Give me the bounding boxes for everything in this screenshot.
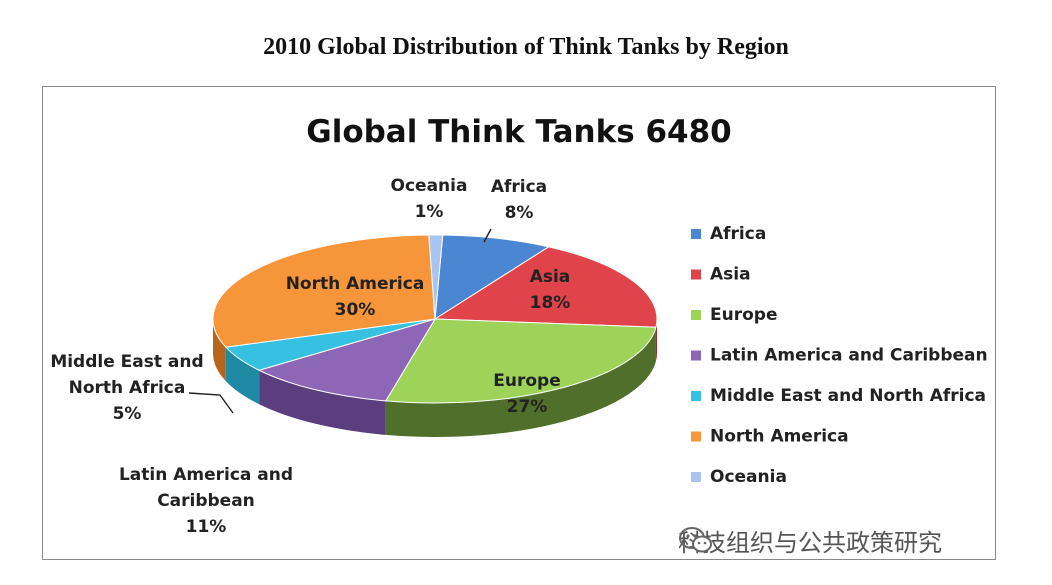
- pie-side-middle-east-and-north-africa: [225, 347, 260, 405]
- leader-line: [483, 228, 492, 243]
- legend-swatch: [691, 350, 701, 361]
- legend-label: Asia: [710, 265, 751, 285]
- legend-swatch: [691, 310, 701, 320]
- slice-label-oceania: Oceania 1%: [391, 176, 468, 222]
- legend-swatch: [691, 269, 701, 280]
- page-title: 2010 Global Distribution of Think Tanks …: [263, 34, 789, 60]
- slice-label-north-america: North America 30%: [286, 274, 425, 320]
- chat-bubbles-icon: [679, 527, 712, 553]
- legend-label: Europe: [710, 305, 777, 325]
- slice-label-latin-america-and-caribbean: Latin America and Caribbean 11%: [119, 465, 293, 537]
- leader-line: [188, 392, 234, 414]
- legend-swatch: [691, 391, 701, 401]
- slice-label-asia: Asia 18%: [530, 267, 571, 313]
- slice-label-middle-east-and-north-africa: Middle East and North Africa 5%: [50, 352, 203, 424]
- pie-side-latin-america-and-caribbean: [259, 370, 386, 435]
- watermark-text: 科技组织与公共政策研究: [678, 528, 942, 557]
- pie-slice-europe: [384, 318, 657, 404]
- legend-label: North America: [710, 427, 849, 447]
- chart-title: Global Think Tanks 6480: [306, 114, 732, 150]
- pie-slice-latin-america-and-caribbean: [257, 318, 437, 402]
- legend-label: Middle East and North Africa: [710, 386, 986, 406]
- pie-slice-north-america: [212, 234, 436, 348]
- legend-label: Latin America and Caribbean: [710, 346, 988, 366]
- slice-label-europe: Europe 27%: [493, 371, 560, 417]
- pie-labels: Africa 8% Asia 18% Europe 27% Latin America an…: [50, 176, 570, 537]
- pie-chart: Global Think Tanks 6480 Africa 8% Asia 18% E…: [50, 114, 988, 537]
- pie-side-asia: [655, 319, 657, 362]
- pie-sides: [213, 319, 657, 437]
- pie-slice-asia: [433, 246, 658, 328]
- legend: Africa Asia Europe Latin America and Caribb…: [691, 224, 988, 487]
- legend-swatch: [691, 431, 701, 442]
- pie-side-europe: [385, 327, 656, 437]
- legend-swatch: [691, 472, 701, 482]
- pie-slice-africa: [434, 234, 550, 320]
- pie-slice-oceania: [428, 234, 444, 320]
- pie-tops: [212, 234, 658, 404]
- legend-label: Africa: [710, 224, 766, 244]
- legend-swatch: [691, 229, 701, 239]
- watermark: 科技组织与公共政策研究: [678, 522, 942, 558]
- legend-label: Oceania: [710, 467, 787, 487]
- slice-label-africa: Africa 8%: [491, 177, 547, 223]
- chart-frame: Global Think Tanks 6480 Africa 8% Asia 18% E…: [42, 86, 996, 560]
